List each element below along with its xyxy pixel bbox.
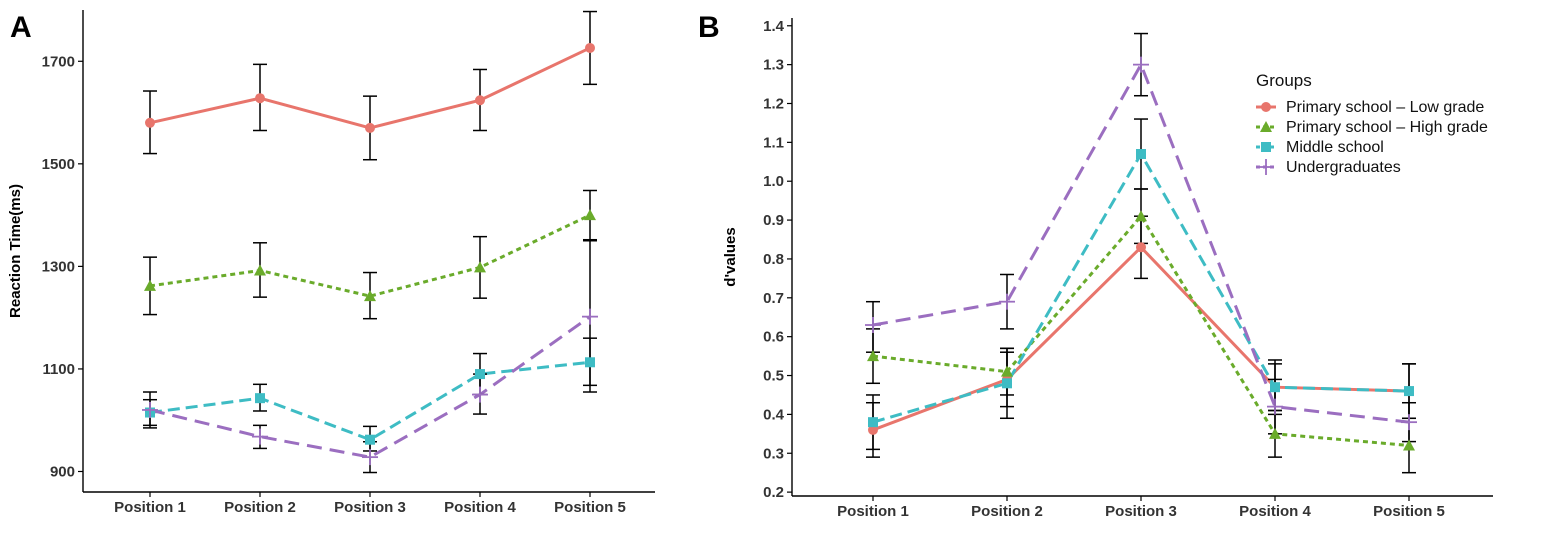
y-tick-label: 0.3	[763, 445, 784, 462]
x-tick-label: Position 3	[1105, 503, 1177, 520]
series-line	[149, 213, 591, 298]
triangle-marker	[144, 279, 156, 291]
x-tick-label: Position 2	[224, 499, 296, 516]
legend-circle-marker	[1261, 102, 1271, 112]
square-marker	[1136, 149, 1146, 160]
legend-label: Primary school – High grade	[1286, 119, 1488, 136]
x-tick-label: Position 4	[1239, 503, 1311, 520]
y-tick-label: 1.2	[763, 95, 784, 112]
legend-title: Groups	[1256, 71, 1312, 90]
panel-a-letter: A	[10, 11, 32, 44]
x-tick-label: Position 2	[971, 503, 1043, 520]
plus-marker	[865, 317, 881, 334]
y-tick-label: 0.4	[763, 406, 785, 423]
legend-label: Middle school	[1286, 139, 1384, 156]
legend-label: Primary school – Low grade	[1286, 99, 1484, 116]
triangle-marker	[1001, 365, 1013, 377]
triangle-marker	[867, 350, 879, 362]
circle-marker	[145, 117, 155, 128]
y-tick-label: 0.6	[763, 329, 784, 346]
square-marker	[585, 357, 595, 368]
y-tick-label: 900	[50, 463, 75, 480]
circle-marker	[585, 42, 595, 53]
square-marker	[868, 417, 878, 428]
y-tick-label: 1500	[42, 156, 75, 173]
plus-marker	[472, 386, 488, 403]
series-line	[149, 360, 591, 442]
panel-b-letter: B	[698, 11, 720, 44]
x-tick-label: Position 1	[114, 499, 186, 516]
triangle-marker	[1135, 210, 1147, 222]
square-marker	[1002, 378, 1012, 389]
plus-marker	[1267, 398, 1283, 415]
y-tick-label: 1.4	[763, 18, 785, 35]
legend-entry: Middle school	[1256, 139, 1384, 156]
y-tick-label: 1300	[42, 258, 75, 275]
plus-marker	[362, 449, 378, 466]
x-tick-label: Position 3	[334, 499, 406, 516]
legend-plus-marker	[1258, 159, 1274, 175]
series-line	[872, 213, 1410, 447]
plus-marker	[582, 308, 598, 325]
y-tick-label: 0.7	[763, 290, 784, 307]
square-marker	[1270, 382, 1280, 393]
legend: Groups Primary school – Low grade Primary …	[1256, 71, 1488, 176]
plus-marker	[1133, 56, 1149, 73]
x-tick-label: Position 1	[837, 503, 909, 520]
legend-label: Undergraduates	[1286, 159, 1401, 176]
y-tick-label: 1700	[42, 53, 75, 70]
legend-entry: Primary school – High grade	[1256, 119, 1488, 136]
square-marker	[1404, 386, 1414, 397]
circle-marker	[868, 424, 878, 435]
circle-marker	[1136, 242, 1146, 253]
x-tick-label: Position 5	[554, 499, 626, 516]
square-marker	[365, 434, 375, 445]
legend-triangle-marker	[1260, 121, 1272, 132]
y-tick-label: 0.2	[763, 484, 784, 501]
plus-marker	[1401, 414, 1417, 431]
x-tick-label: Position 4	[444, 499, 516, 516]
series-line	[149, 315, 591, 459]
triangle-marker	[474, 261, 486, 273]
y-tick-label: 1.0	[763, 173, 784, 190]
y-tick-label: 0.5	[763, 368, 784, 385]
circle-marker	[475, 95, 485, 106]
y-tick-label: 0.8	[763, 251, 784, 268]
circle-marker	[365, 122, 375, 133]
y-tick-label: 1.3	[763, 57, 784, 74]
plus-marker	[252, 428, 268, 445]
panel-b-chart: 0.2 0.3 0.4 0.5 0.6 0.7 0.8 0.9 1.0 1.1 1.2 1.3 1.4 P…	[722, 18, 1493, 520]
y-tick-label: 1.1	[763, 134, 784, 151]
triangle-marker	[584, 209, 596, 221]
legend-entry: Primary school – Low grade	[1256, 99, 1484, 116]
triangle-marker	[364, 290, 376, 302]
y-axis-title: Reaction Time(ms)	[7, 184, 24, 318]
y-axis-title: d'values	[722, 227, 739, 286]
panel-a-chart: 900 1100 1300 1500 1700 Position 1 Position 2 P…	[7, 10, 655, 516]
y-tick-label: 1100	[42, 361, 75, 378]
triangle-marker	[1269, 427, 1281, 439]
square-marker	[475, 369, 485, 380]
legend-square-marker	[1261, 142, 1271, 152]
legend-entry: Undergraduates	[1256, 159, 1401, 176]
x-tick-label: Position 5	[1373, 503, 1445, 520]
square-marker	[255, 393, 265, 404]
plus-marker	[999, 293, 1015, 310]
triangle-marker	[254, 264, 266, 276]
y-tick-label: 0.9	[763, 212, 784, 229]
plus-marker	[142, 401, 158, 418]
circle-marker	[255, 93, 265, 104]
triangle-marker	[1403, 439, 1415, 451]
